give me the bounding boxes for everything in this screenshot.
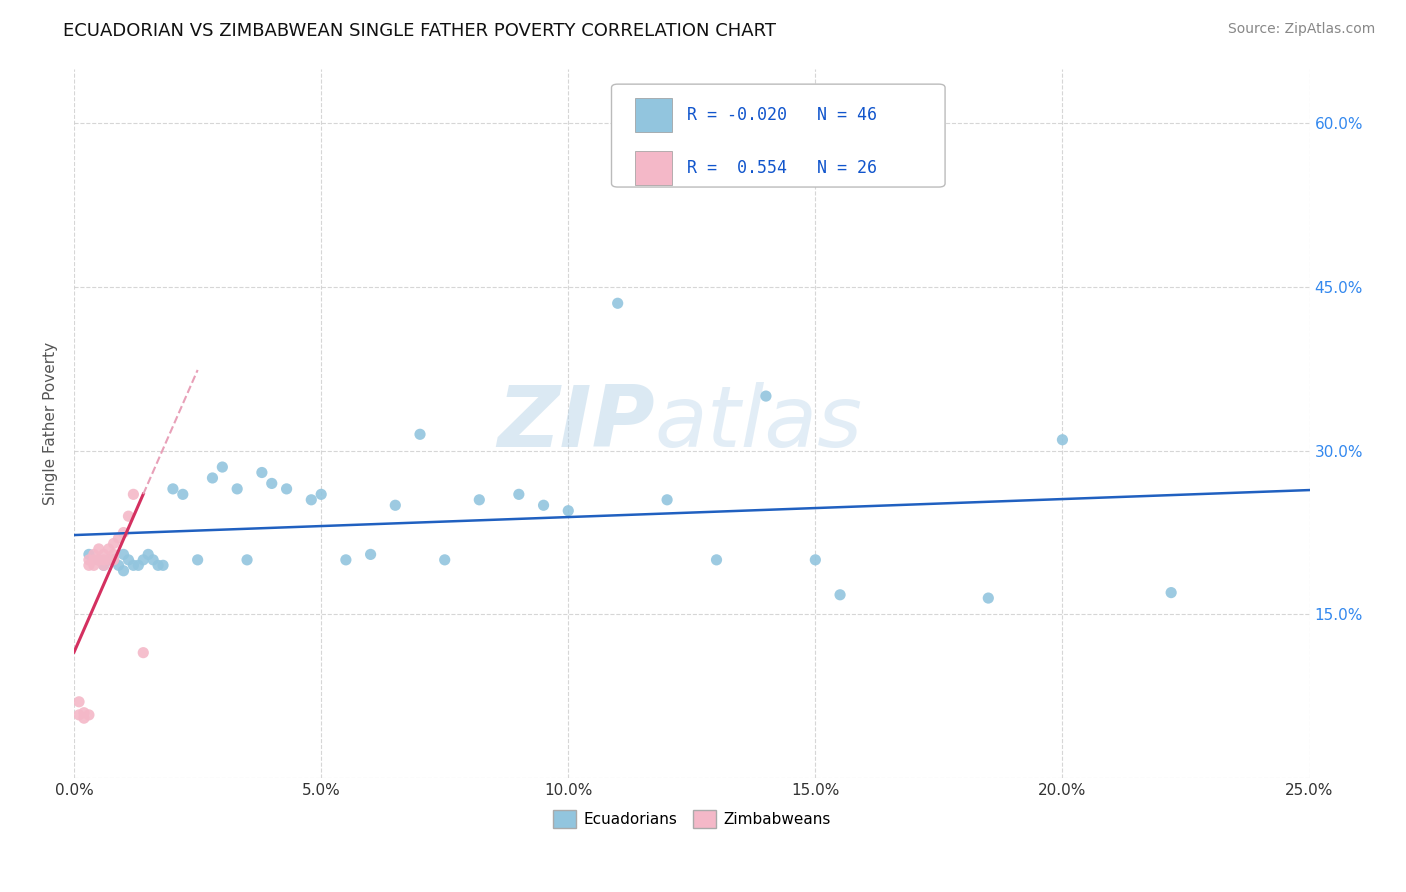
Point bbox=[335, 553, 357, 567]
Point bbox=[211, 460, 233, 475]
Point bbox=[122, 558, 145, 573]
FancyBboxPatch shape bbox=[612, 84, 945, 187]
Point bbox=[132, 646, 155, 660]
Point bbox=[122, 487, 145, 501]
Point bbox=[103, 553, 125, 567]
Point bbox=[77, 707, 100, 722]
Point bbox=[93, 558, 115, 573]
Point bbox=[260, 476, 283, 491]
Point bbox=[112, 564, 135, 578]
Point bbox=[87, 553, 110, 567]
Point bbox=[67, 695, 90, 709]
FancyBboxPatch shape bbox=[636, 151, 672, 185]
Text: R =  0.554   N = 26: R = 0.554 N = 26 bbox=[688, 159, 877, 177]
Point bbox=[236, 553, 259, 567]
Point bbox=[97, 541, 120, 556]
Point bbox=[103, 536, 125, 550]
Point bbox=[384, 498, 406, 512]
Point bbox=[977, 591, 1000, 605]
Point bbox=[468, 492, 491, 507]
Legend: Ecuadorians, Zimbabweans: Ecuadorians, Zimbabweans bbox=[547, 804, 837, 834]
Point bbox=[87, 553, 110, 567]
Point bbox=[162, 482, 184, 496]
Point bbox=[117, 553, 139, 567]
Point bbox=[250, 466, 273, 480]
Point bbox=[276, 482, 298, 496]
Point bbox=[112, 525, 135, 540]
Point bbox=[83, 553, 105, 567]
Point bbox=[187, 553, 209, 567]
Point bbox=[93, 558, 115, 573]
Text: ZIP: ZIP bbox=[498, 382, 655, 465]
Point bbox=[201, 471, 224, 485]
Point bbox=[107, 531, 129, 545]
Text: ECUADORIAN VS ZIMBABWEAN SINGLE FATHER POVERTY CORRELATION CHART: ECUADORIAN VS ZIMBABWEAN SINGLE FATHER P… bbox=[63, 22, 776, 40]
Point bbox=[146, 558, 169, 573]
Point bbox=[309, 487, 332, 501]
Point bbox=[533, 498, 555, 512]
Point bbox=[557, 504, 579, 518]
Point bbox=[77, 558, 100, 573]
Y-axis label: Single Father Poverty: Single Father Poverty bbox=[44, 342, 58, 505]
Point bbox=[360, 548, 382, 562]
Point bbox=[409, 427, 432, 442]
Text: atlas: atlas bbox=[655, 382, 863, 465]
Point bbox=[67, 707, 90, 722]
Point bbox=[828, 588, 851, 602]
Point bbox=[107, 558, 129, 573]
Point bbox=[83, 558, 105, 573]
Point bbox=[172, 487, 194, 501]
Point bbox=[97, 553, 120, 567]
Point bbox=[142, 553, 165, 567]
Point bbox=[655, 492, 678, 507]
Point bbox=[127, 558, 149, 573]
Point bbox=[1052, 433, 1074, 447]
Point bbox=[508, 487, 530, 501]
Point bbox=[93, 548, 115, 562]
Point bbox=[112, 548, 135, 562]
Text: Source: ZipAtlas.com: Source: ZipAtlas.com bbox=[1227, 22, 1375, 37]
Point bbox=[117, 509, 139, 524]
Point bbox=[77, 548, 100, 562]
Point bbox=[433, 553, 456, 567]
Point bbox=[1160, 585, 1182, 599]
Point bbox=[103, 548, 125, 562]
Point bbox=[87, 553, 110, 567]
Point bbox=[87, 541, 110, 556]
Point bbox=[136, 548, 159, 562]
Point bbox=[706, 553, 728, 567]
Point bbox=[83, 548, 105, 562]
Point bbox=[152, 558, 174, 573]
Point bbox=[132, 553, 155, 567]
Point bbox=[73, 706, 96, 720]
Point bbox=[77, 553, 100, 567]
Point bbox=[755, 389, 778, 403]
Point bbox=[804, 553, 827, 567]
FancyBboxPatch shape bbox=[636, 97, 672, 132]
Point bbox=[93, 553, 115, 567]
Point bbox=[97, 553, 120, 567]
Point bbox=[103, 553, 125, 567]
Text: R = -0.020   N = 46: R = -0.020 N = 46 bbox=[688, 105, 877, 124]
Point bbox=[299, 492, 322, 507]
Point bbox=[606, 296, 628, 310]
Point bbox=[226, 482, 249, 496]
Point bbox=[73, 711, 96, 725]
